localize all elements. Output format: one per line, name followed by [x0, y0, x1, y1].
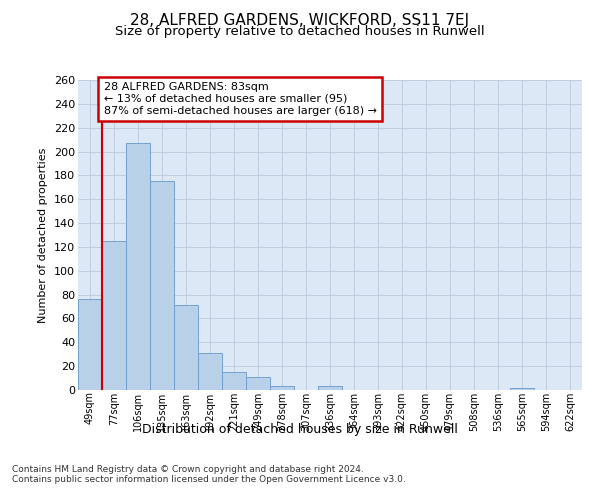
Bar: [222, 372, 246, 390]
Bar: [150, 182, 174, 390]
Bar: [174, 306, 198, 390]
Bar: [102, 241, 126, 390]
Y-axis label: Number of detached properties: Number of detached properties: [38, 148, 49, 322]
Bar: [78, 300, 102, 390]
Text: 28 ALFRED GARDENS: 83sqm
← 13% of detached houses are smaller (95)
87% of semi-d: 28 ALFRED GARDENS: 83sqm ← 13% of detach…: [104, 82, 377, 116]
Bar: [510, 388, 534, 390]
Text: Distribution of detached houses by size in Runwell: Distribution of detached houses by size …: [142, 422, 458, 436]
Bar: [246, 377, 270, 390]
Bar: [318, 386, 342, 390]
Bar: [126, 143, 150, 390]
Bar: [270, 386, 294, 390]
Bar: [198, 353, 222, 390]
Text: 28, ALFRED GARDENS, WICKFORD, SS11 7EJ: 28, ALFRED GARDENS, WICKFORD, SS11 7EJ: [130, 12, 470, 28]
Text: Contains HM Land Registry data © Crown copyright and database right 2024.
Contai: Contains HM Land Registry data © Crown c…: [12, 465, 406, 484]
Text: Size of property relative to detached houses in Runwell: Size of property relative to detached ho…: [115, 25, 485, 38]
